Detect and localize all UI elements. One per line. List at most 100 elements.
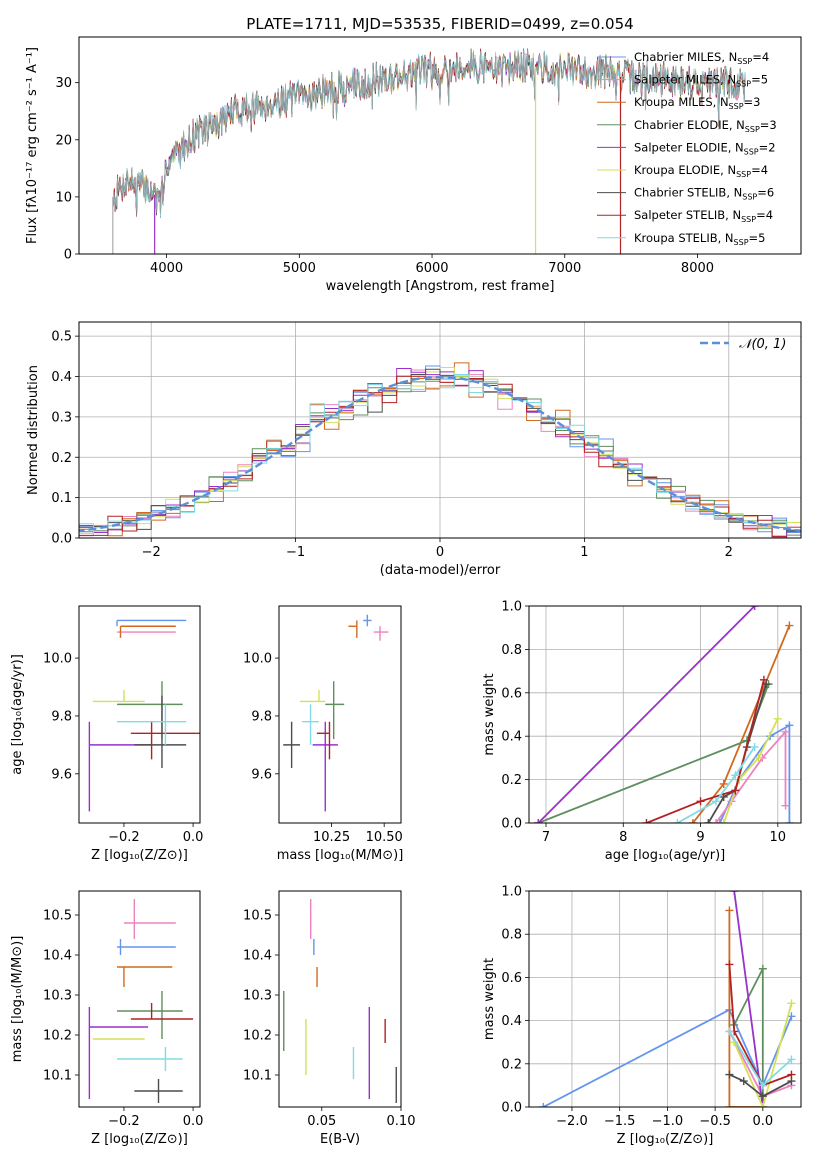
error-bar-point <box>117 681 183 740</box>
legend-subscript: SSP <box>737 57 752 66</box>
y-axis-label: Normed distribution <box>26 365 41 495</box>
y-tick-label: 0.8 <box>501 643 522 658</box>
mass-weight-marker <box>725 1027 734 1036</box>
y-tick-label: 9.8 <box>51 709 72 724</box>
mass-weight-line-salpeter-elodie <box>733 891 764 1107</box>
y-axis-label: mass [log₁₀(M/M⊙)] <box>10 936 25 1063</box>
axes-frame <box>528 890 802 1108</box>
mass-weight-marker <box>781 727 790 736</box>
mass-weight-marker <box>712 819 720 823</box>
error-bar-point <box>312 721 338 812</box>
x-axis-label: Z [log₁₀(Z/Z⊙)] <box>617 1132 714 1147</box>
mass-weight-marker <box>642 819 651 823</box>
axes-frame <box>78 890 201 1108</box>
y-tick-label: 0.6 <box>501 971 522 986</box>
mass-weight-marker <box>696 797 705 806</box>
x-tick-label: −1.5 <box>604 1114 636 1129</box>
y-axis-label: mass weight <box>482 958 497 1040</box>
y-tick-label: 10.4 <box>43 949 72 964</box>
mass-vs-extinction-panel: 0.05 0.10 10.1 10.2 10.3 10.4 10.5 E(B-V) <box>243 890 415 1147</box>
spectrum-panel: 4000 5000 6000 7000 8000 0 10 20 30 wavelength [A… <box>25 15 802 294</box>
x-tick-label: 2 <box>725 545 733 560</box>
x-tick-label: 9 <box>696 830 704 845</box>
error-bar-point <box>88 1007 149 1099</box>
error-bar-point <box>325 681 345 740</box>
error-bars <box>88 619 200 812</box>
y-tick-label: 10.3 <box>43 989 72 1004</box>
x-tick-label: 7000 <box>548 261 581 276</box>
axes-frame <box>278 605 402 824</box>
y-tick-label: 10.0 <box>243 652 272 667</box>
y-axis-label: Flux [fλ10⁻¹⁷ erg cm⁻² s⁻¹ A⁻¹] <box>25 47 40 244</box>
legend-entry: Chabrier MILES, NSSP=4 <box>634 50 769 66</box>
mass-weight-marker <box>758 1081 767 1090</box>
x-tick-label: −0.2 <box>108 1114 140 1129</box>
mass-weight-marker <box>787 999 796 1008</box>
x-axis-label: mass [log₁₀(M/M⊙)] <box>277 848 404 863</box>
x-tick-label: −1 <box>286 545 305 560</box>
x-tick-label: 8000 <box>681 261 714 276</box>
residual-histogram-panel: −2 −1 0 1 2 0.0 0.1 0.2 0.3 0.4 0.5 𝒩(0, 1) (data-mo… <box>26 321 802 578</box>
mass-weight-line-salpeter-stelib <box>728 964 792 1087</box>
x-tick-label: −1.0 <box>652 1114 684 1129</box>
error-bars <box>283 899 397 1103</box>
legend-subscript: SSP <box>745 125 760 134</box>
mass-weight-marker <box>758 1092 767 1101</box>
mass-weight-marker <box>758 1103 767 1107</box>
error-bars <box>88 899 194 1103</box>
x-tick-label: 8 <box>619 830 627 845</box>
mass-weight-marker <box>725 1070 734 1079</box>
error-bar-point <box>130 1003 194 1020</box>
legend-suffix: =5 <box>751 73 768 87</box>
legend-entry: Kroupa STELIB, NSSP=5 <box>634 231 765 247</box>
chart-title: PLATE=1711, MJD=53535, FIBERID=0499, z=0… <box>246 15 633 33</box>
legend-entry: Kroupa ELODIE, NSSP=4 <box>634 163 768 179</box>
mass-weight-marker <box>725 1103 734 1107</box>
legend-subscript: SSP <box>744 147 759 156</box>
legend-entry: Chabrier STELIB, NSSP=6 <box>634 186 774 202</box>
error-bar-point <box>116 619 187 627</box>
mass-weight-marker <box>731 771 740 780</box>
mass-weight-line-chabrier-elodie <box>537 683 770 823</box>
legend-entry: Salpeter STELIB, NSSP=4 <box>634 208 773 224</box>
x-axis-label: age [log₁₀(age/yr)] <box>605 848 726 863</box>
legend-suffix: =4 <box>751 163 768 177</box>
legend-text: Chabrier MILES, N <box>634 50 737 64</box>
legend-text: Chabrier STELIB, N <box>634 186 742 200</box>
mass-weight-marker <box>704 819 713 823</box>
error-bar-point <box>117 991 183 1039</box>
x-tick-label: −2 <box>142 545 161 560</box>
y-tick-label: 9.6 <box>251 767 272 782</box>
y-tick-label: 0 <box>64 248 72 263</box>
error-bar-point <box>316 721 331 760</box>
axes-frame <box>528 605 802 824</box>
mass-weight-marker <box>688 819 697 823</box>
x-tick-label: 1 <box>580 545 588 560</box>
y-tick-label: 0.2 <box>501 773 522 788</box>
legend-entry: Salpeter ELODIE, NSSP=2 <box>634 140 776 156</box>
y-axis-label: mass weight <box>482 673 497 755</box>
y-tick-label: 0.4 <box>501 730 522 745</box>
mass-weight-marker <box>539 1103 548 1107</box>
y-tick-label: 20 <box>55 133 72 148</box>
legend-entry: Kroupa MILES, NSSP=3 <box>634 95 760 111</box>
mass-weight-marker <box>758 964 767 973</box>
y-tick-label: 1.0 <box>501 885 522 900</box>
error-bar-point <box>117 1047 183 1071</box>
mass-weight-line-kroupa-elodie <box>733 1003 793 1107</box>
mass-weight-line-salpeter-elodie <box>537 606 756 823</box>
legend-suffix: =4 <box>752 50 769 64</box>
mass-weight-line-salpeter-stelib <box>646 679 765 823</box>
x-tick-label: 0 <box>436 545 444 560</box>
y-tick-label: 10.5 <box>243 909 272 924</box>
x-tick-label: 0.0 <box>183 1114 204 1129</box>
y-tick-label: 0.2 <box>51 451 72 466</box>
x-tick-label: 10.50 <box>366 830 403 845</box>
age-vs-mass-panel: 10.25 10.50 9.6 9.8 10.0 mass [log₁₀(M/M⊙)] <box>243 605 404 863</box>
y-axis-label: age [log₁₀(age/yr)] <box>10 654 25 775</box>
mass-weight-marker <box>754 753 763 762</box>
legend-text: Chabrier ELODIE, N <box>634 118 745 132</box>
legend-text: Kroupa ELODIE, N <box>634 163 736 177</box>
y-tick-label: 10.4 <box>243 949 272 964</box>
y-tick-label: 0.2 <box>501 1057 522 1072</box>
